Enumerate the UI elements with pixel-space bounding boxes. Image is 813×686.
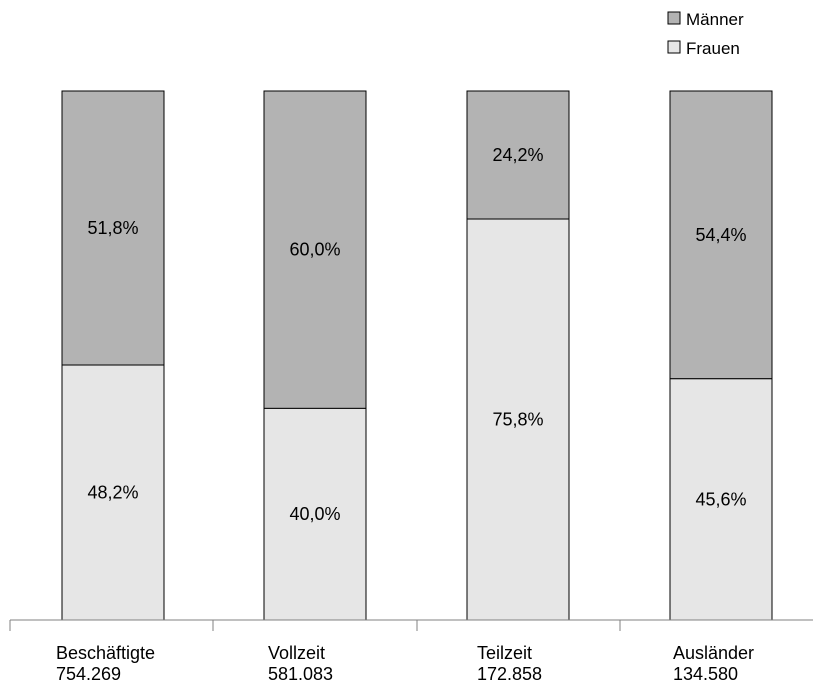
- bars-group: 51,8% 48,2% 60,0% 40,0% 24,2% 75,8% 54,4% 45,6%: [61, 90, 773, 621]
- legend: Männer Frauen: [667, 10, 744, 58]
- legend-swatch-maenner: [667, 11, 681, 25]
- data-label-maenner-besch-ftigte: 51,8%: [87, 218, 138, 238]
- category-label-ausl-nder: Ausländer: [673, 643, 754, 663]
- legend-label-maenner: Männer: [686, 10, 744, 29]
- bar-maenner-teilzeit: [466, 90, 570, 220]
- bar-maenner-ausl-nder: [669, 90, 773, 380]
- bar-frauen-ausl-nder: [669, 378, 773, 621]
- data-label-frauen-vollzeit: 40,0%: [289, 504, 340, 524]
- bar-maenner-vollzeit: [263, 90, 367, 409]
- data-label-frauen-teilzeit: 75,8%: [492, 410, 543, 430]
- category-total-besch-ftigte: 754.269: [56, 664, 121, 684]
- legend-swatch-frauen: [667, 40, 681, 54]
- bar-frauen-vollzeit: [263, 407, 367, 621]
- data-label-frauen-ausl-nder: 45,6%: [695, 489, 746, 509]
- category-total-vollzeit: 581.083: [268, 664, 333, 684]
- category-total-ausl-nder: 134.580: [673, 664, 738, 684]
- category-total-teilzeit: 172.858: [477, 664, 542, 684]
- bar-frauen-teilzeit: [466, 218, 570, 621]
- bar-frauen-besch-ftigte: [61, 364, 165, 621]
- data-label-maenner-ausl-nder: 54,4%: [695, 225, 746, 245]
- x-axis: [9, 619, 813, 631]
- category-label-besch-ftigte: Beschäftigte: [56, 643, 155, 663]
- category-label-vollzeit: Vollzeit: [268, 643, 325, 663]
- data-label-frauen-besch-ftigte: 48,2%: [87, 483, 138, 503]
- bar-maenner-besch-ftigte: [61, 90, 165, 366]
- category-label-teilzeit: Teilzeit: [477, 643, 532, 663]
- data-label-maenner-teilzeit: 24,2%: [492, 145, 543, 165]
- legend-label-frauen: Frauen: [686, 39, 740, 58]
- data-label-maenner-vollzeit: 60,0%: [289, 240, 340, 260]
